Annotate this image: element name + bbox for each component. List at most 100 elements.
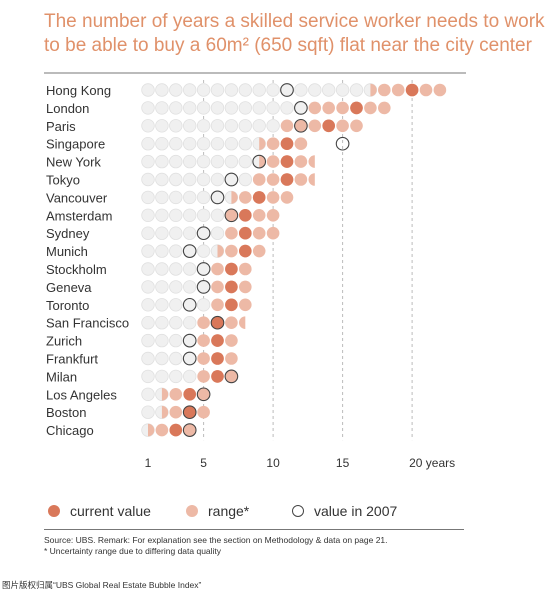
source-line: Source: UBS. Remark: For explanation see… bbox=[44, 535, 388, 545]
empty-dot bbox=[169, 280, 183, 294]
empty-dot bbox=[155, 208, 169, 223]
range-half-dot bbox=[308, 173, 315, 186]
range-dot bbox=[280, 191, 294, 204]
empty-dot bbox=[210, 83, 225, 97]
range-dot bbox=[266, 226, 280, 240]
range-dot bbox=[266, 155, 280, 168]
chart-row: Chicago bbox=[46, 423, 197, 438]
empty-dot bbox=[155, 136, 169, 151]
range-dot bbox=[336, 101, 349, 115]
value-2007-ring bbox=[335, 136, 350, 151]
empty-dot bbox=[196, 119, 211, 133]
empty-dot bbox=[141, 369, 155, 384]
chart-row: Paris bbox=[46, 119, 363, 134]
range-dot bbox=[225, 316, 238, 330]
range-dot bbox=[419, 83, 433, 97]
empty-dot bbox=[155, 316, 169, 330]
empty-dot bbox=[155, 83, 169, 97]
range-half-dot bbox=[161, 388, 169, 401]
empty-dot bbox=[349, 83, 364, 97]
grid-lines bbox=[203, 80, 413, 441]
empty-dot bbox=[210, 119, 225, 133]
legend-item-2007: value in 2007 bbox=[292, 503, 397, 519]
chart-title-line-2: to be able to buy a 60m² (650 sqft) flat… bbox=[44, 35, 532, 56]
range-half-dot bbox=[161, 405, 169, 419]
current-value-dot bbox=[225, 280, 238, 294]
empty-dot bbox=[141, 119, 155, 133]
current-value-dot bbox=[225, 298, 238, 312]
empty-dot bbox=[155, 244, 169, 258]
empty-dot bbox=[141, 101, 155, 115]
current-value-dot bbox=[211, 316, 224, 330]
range-half-dot bbox=[217, 244, 224, 258]
range-dot bbox=[266, 209, 280, 222]
range-half-dot bbox=[259, 155, 266, 168]
empty-dot bbox=[169, 154, 183, 169]
empty-dot bbox=[155, 190, 169, 205]
empty-dot bbox=[238, 83, 253, 97]
chart-row: New York bbox=[46, 155, 315, 170]
legend-swatch-range bbox=[186, 505, 198, 517]
range-half-dot bbox=[239, 316, 246, 329]
current-value-dot bbox=[322, 119, 336, 133]
empty-dot bbox=[155, 298, 169, 312]
empty-dot bbox=[182, 83, 197, 97]
empty-dot bbox=[252, 101, 266, 115]
value-2007-ring bbox=[224, 369, 239, 384]
empty-dot bbox=[252, 83, 266, 97]
empty-dot bbox=[196, 244, 211, 258]
range-dot bbox=[197, 370, 210, 383]
empty-dot bbox=[169, 119, 183, 133]
chart-row: Los Angeles bbox=[46, 387, 211, 402]
value-2007-ring bbox=[182, 244, 197, 258]
empty-dot bbox=[141, 316, 155, 330]
empty-dot bbox=[169, 208, 183, 223]
range-dot bbox=[225, 352, 238, 365]
empty-dot bbox=[238, 172, 253, 187]
empty-dot bbox=[169, 172, 183, 187]
empty-dot bbox=[196, 190, 211, 205]
chart-row: Hong Kong bbox=[46, 83, 447, 98]
empty-dot bbox=[169, 351, 183, 366]
value-2007-ring bbox=[294, 101, 308, 115]
category-label: San Francisco bbox=[46, 316, 129, 331]
chart-row: Zurich bbox=[46, 334, 238, 349]
range-dot bbox=[294, 119, 308, 133]
empty-dot bbox=[155, 154, 169, 169]
empty-dot bbox=[141, 190, 155, 205]
range-half-dot bbox=[148, 423, 155, 437]
empty-dot bbox=[169, 244, 183, 258]
empty-dot bbox=[224, 154, 239, 169]
x-tick-label: 1 bbox=[145, 456, 152, 470]
empty-dot bbox=[210, 154, 225, 169]
category-label: Frankfurt bbox=[46, 352, 98, 367]
legend-label-current: current value bbox=[70, 503, 151, 519]
value-2007-ring bbox=[196, 262, 211, 276]
empty-dot bbox=[182, 190, 197, 205]
category-label: Paris bbox=[46, 119, 76, 134]
range-dot bbox=[252, 244, 266, 258]
empty-dot bbox=[224, 136, 239, 151]
value-2007-ring bbox=[294, 118, 308, 133]
chart-row: Tokyo bbox=[46, 173, 315, 188]
range-dot bbox=[266, 173, 280, 186]
range-dot bbox=[225, 244, 238, 258]
range-half-dot bbox=[231, 191, 238, 204]
value-2007-ring bbox=[224, 172, 239, 187]
current-value-dot bbox=[183, 388, 196, 401]
footnote-line: * Uncertainty range due to differing dat… bbox=[44, 546, 222, 556]
x-tick-label: 15 bbox=[336, 456, 350, 470]
range-dot bbox=[239, 262, 252, 276]
range-dot bbox=[280, 119, 294, 133]
range-dot bbox=[308, 101, 322, 115]
footer-rule bbox=[44, 529, 464, 530]
legend-item-current: current value bbox=[48, 503, 151, 519]
empty-dot bbox=[155, 280, 169, 294]
range-dot bbox=[336, 119, 349, 133]
value-2007-ring bbox=[196, 226, 211, 241]
current-value-dot bbox=[280, 173, 294, 186]
x-tick-label: 10 bbox=[266, 456, 280, 470]
current-value-dot bbox=[350, 101, 363, 115]
range-dot bbox=[197, 388, 210, 401]
chart-row: Milan bbox=[46, 369, 239, 384]
